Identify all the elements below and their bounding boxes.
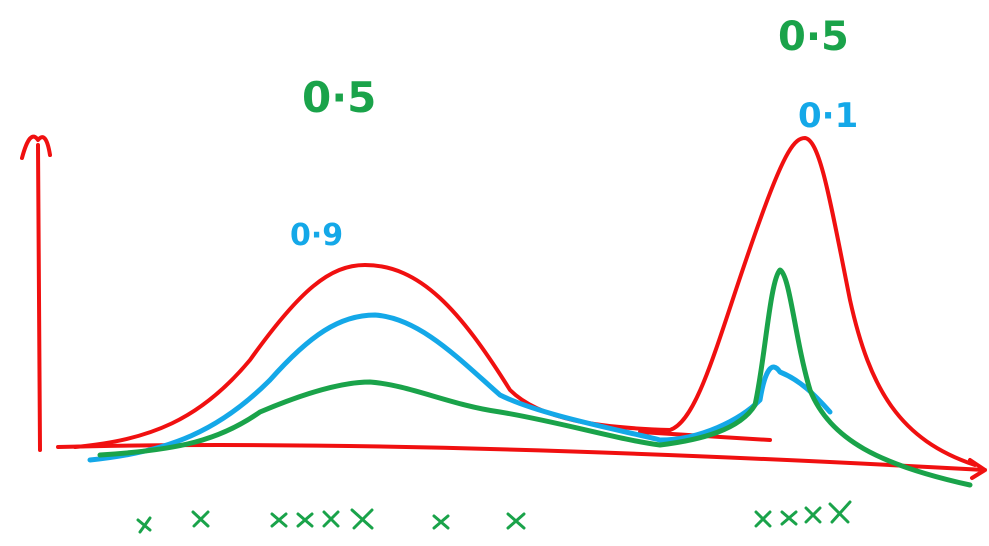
x-axis (58, 445, 985, 478)
y-axis (22, 137, 50, 450)
peak-weight-label: 0·5 (778, 14, 849, 60)
sketch: 0·5 0·9 0·5 0·1 (0, 0, 989, 546)
data-points (138, 502, 850, 532)
peak-weight-label: 0·1 (798, 96, 858, 136)
green-curve (100, 270, 970, 485)
peak-weight-label: 0·5 (302, 73, 376, 122)
peak-weight-label: 0·9 (290, 218, 343, 253)
